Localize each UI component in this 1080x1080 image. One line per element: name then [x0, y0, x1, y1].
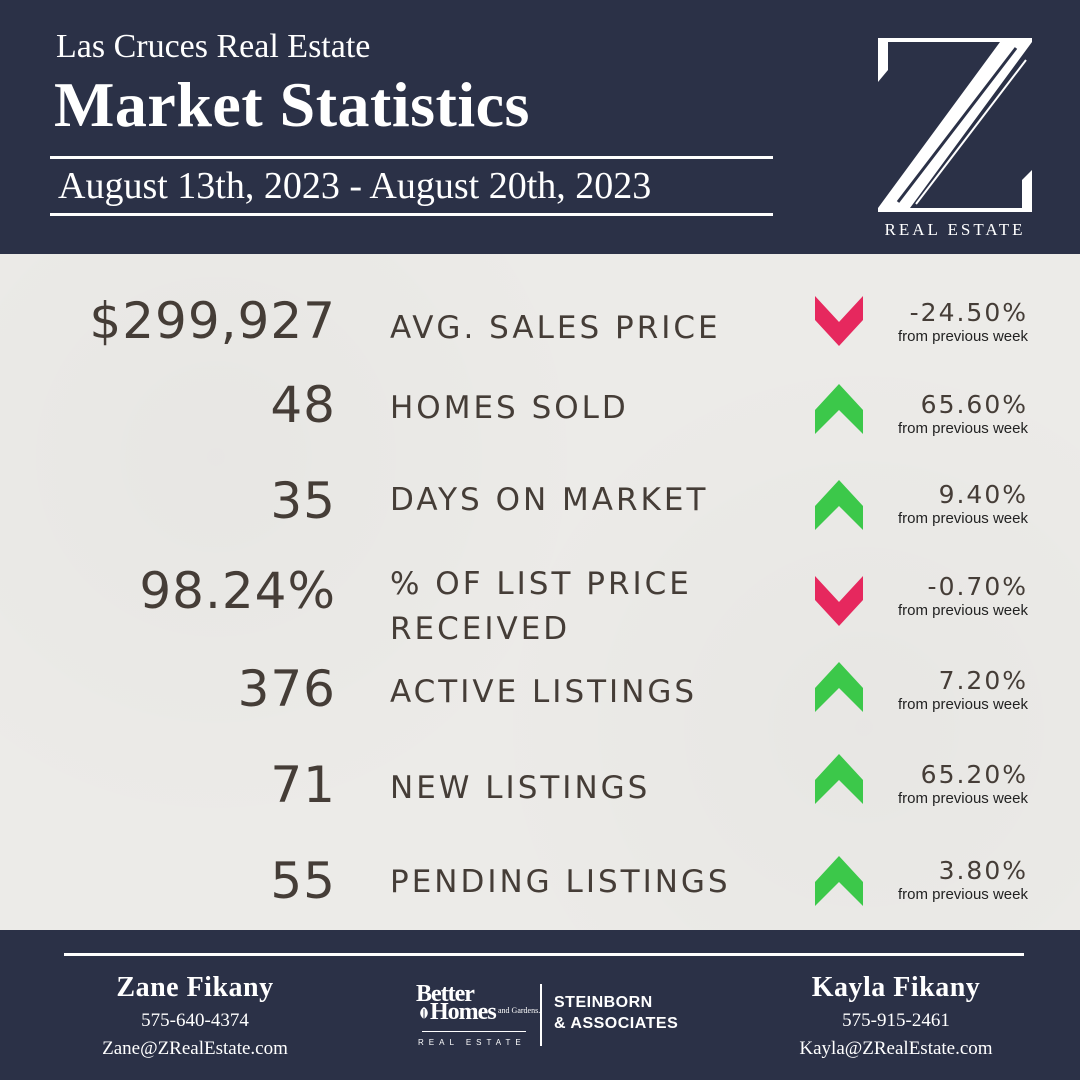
stat-label: ACTIVE LISTINGS [390, 674, 698, 710]
footer-banner: Zane Fikany 575-640-4374 Zane@ZRealEstat… [0, 930, 1080, 1080]
stat-label: NEW LISTINGS [390, 770, 651, 806]
stat-change: 9.40% [938, 480, 1028, 509]
stat-change-note: from previous week [897, 696, 1028, 713]
trend-up-icon [815, 480, 863, 530]
stat-change: 65.60% [920, 390, 1028, 419]
brand-divider [540, 984, 542, 1046]
stat-value: 98.24% [139, 562, 336, 620]
trend-down-icon [815, 576, 863, 626]
stat-value: 35 [270, 472, 336, 530]
stat-label: DAYS ON MARKET [390, 482, 709, 518]
z-logo [878, 38, 1032, 212]
stat-change-note: from previous week [897, 602, 1028, 619]
title-divider-bottom [50, 213, 773, 216]
trend-up-icon [815, 662, 863, 712]
header-banner: Las Cruces Real Estate Market Statistics… [0, 0, 1080, 254]
stat-label: HOMES SOLD [390, 390, 629, 426]
stat-change-note: from previous week [897, 886, 1028, 903]
stat-value: 71 [270, 756, 336, 814]
stat-value: 55 [270, 852, 336, 910]
stat-value: 376 [237, 660, 336, 718]
page-title: Market Statistics [54, 69, 530, 140]
title-divider-top [50, 156, 773, 159]
agent-phone: 575-915-2461 [842, 1010, 950, 1031]
brand-line-gardens: and Gardens. [498, 1006, 541, 1015]
trend-up-icon [815, 754, 863, 804]
agent-name: Kayla Fikany [811, 972, 981, 1003]
stat-change-note: from previous week [897, 790, 1028, 807]
header-subtitle: Las Cruces Real Estate [56, 28, 371, 65]
logo-caption: REAL ESTATE [884, 220, 1026, 239]
trend-up-icon [815, 856, 863, 906]
agent-phone: 575-640-4374 [141, 1010, 249, 1031]
stat-label: PENDING LISTINGS [390, 864, 731, 900]
partner-line-1: STEINBORN [554, 994, 653, 1011]
agent-card-zane: Zane Fikany 575-640-4374 Zane@ZRealEstat… [45, 972, 345, 1060]
agent-name: Zane Fikany [116, 972, 274, 1003]
footer-divider [64, 953, 1024, 956]
stat-change-note: from previous week [897, 510, 1028, 527]
stat-change-note: from previous week [897, 420, 1028, 437]
brand-real-estate: REAL ESTATE [418, 1038, 526, 1047]
stats-panel: $299,927 AVG. SALES PRICE -24.50% from p… [0, 254, 1080, 930]
brand-line-homes: Homes [430, 999, 497, 1025]
brokerage-logo: Better Homes and Gardens. REAL ESTATE ST… [416, 981, 686, 1054]
stat-label: AVG. SALES PRICE [390, 310, 721, 346]
stat-change: -0.70% [927, 572, 1028, 601]
stat-value: 48 [270, 376, 336, 434]
stat-change-note: from previous week [897, 328, 1028, 345]
stat-change: 65.20% [920, 760, 1028, 789]
agent-email: Zane@ZRealEstate.com [102, 1038, 288, 1059]
stat-value: $299,927 [89, 292, 336, 350]
brand-rule [422, 1031, 526, 1032]
stat-label: % OF LIST PRICE RECEIVED [390, 566, 692, 647]
trend-up-icon [815, 384, 863, 434]
leaf-icon [420, 1007, 428, 1019]
date-range: August 13th, 2023 - August 20th, 2023 [58, 165, 652, 207]
trend-down-icon [815, 296, 863, 346]
stat-change: 3.80% [938, 856, 1028, 885]
stat-change: 7.20% [938, 666, 1028, 695]
agent-card-kayla: Kayla Fikany 575-915-2461 Kayla@ZRealEst… [746, 972, 1046, 1060]
agent-email: Kayla@ZRealEstate.com [799, 1038, 993, 1059]
partner-line-2: & ASSOCIATES [554, 1015, 679, 1032]
brand-line-better: Better [416, 981, 475, 1007]
stat-change: -24.50% [909, 298, 1028, 327]
